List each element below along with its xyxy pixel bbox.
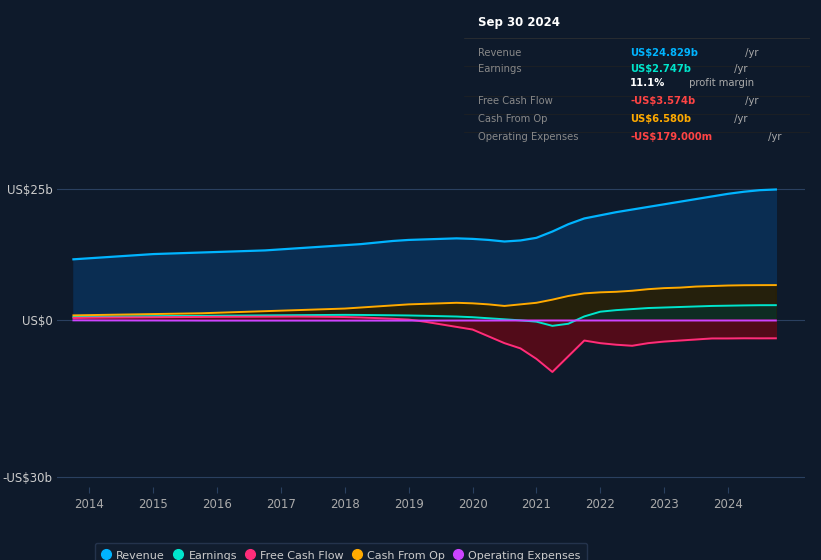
Text: US$24.829b: US$24.829b — [631, 48, 698, 58]
Text: /yr: /yr — [732, 114, 748, 124]
Text: profit margin: profit margin — [686, 78, 754, 88]
Legend: Revenue, Earnings, Free Cash Flow, Cash From Op, Operating Expenses: Revenue, Earnings, Free Cash Flow, Cash … — [95, 543, 588, 560]
Text: /yr: /yr — [742, 48, 759, 58]
Text: Sep 30 2024: Sep 30 2024 — [478, 16, 560, 29]
Text: US$6.580b: US$6.580b — [631, 114, 691, 124]
Text: Revenue: Revenue — [478, 48, 521, 58]
Text: -US$3.574b: -US$3.574b — [631, 96, 695, 106]
Text: -US$179.000m: -US$179.000m — [631, 132, 713, 142]
Text: Earnings: Earnings — [478, 64, 521, 74]
Text: 11.1%: 11.1% — [631, 78, 666, 88]
Text: US$2.747b: US$2.747b — [631, 64, 691, 74]
Text: Cash From Op: Cash From Op — [478, 114, 547, 124]
Text: /yr: /yr — [742, 96, 759, 106]
Text: /yr: /yr — [732, 64, 748, 74]
Text: /yr: /yr — [765, 132, 782, 142]
Text: Operating Expenses: Operating Expenses — [478, 132, 578, 142]
Text: Free Cash Flow: Free Cash Flow — [478, 96, 553, 106]
